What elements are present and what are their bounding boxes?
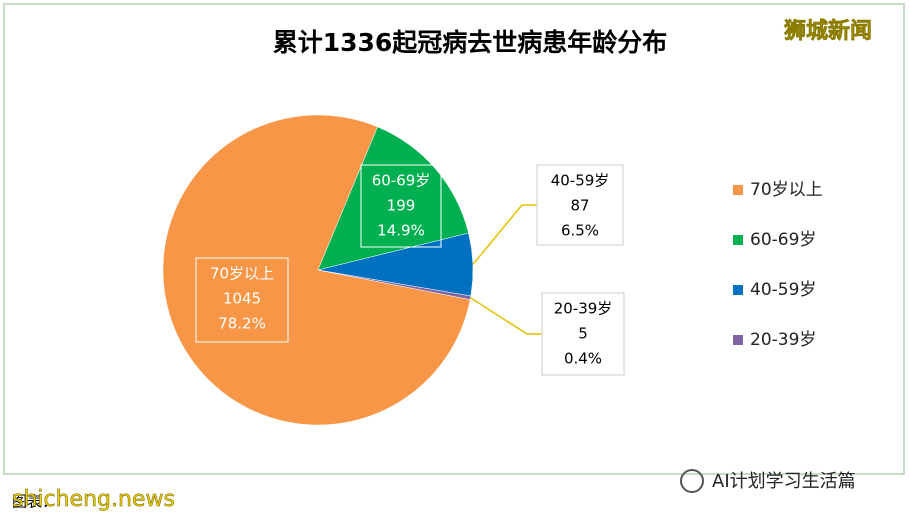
wechat-icon: [680, 469, 704, 493]
data-label: 0.4%: [564, 350, 602, 368]
legend-swatch: [733, 285, 743, 295]
data-label: 1045: [223, 290, 261, 308]
legend-label: 20-39岁: [750, 330, 816, 350]
leader-line: [472, 204, 537, 265]
leader-line: [470, 297, 542, 335]
legend-swatch: [733, 335, 743, 345]
data-label: 5: [578, 325, 588, 343]
legend-swatch: [733, 185, 743, 195]
data-label: 60-69岁: [372, 172, 431, 190]
data-label: 20-39岁: [554, 300, 613, 318]
data-label: 14.9%: [377, 222, 425, 240]
data-label: 87: [570, 197, 589, 215]
data-label: 40-59岁: [551, 172, 610, 190]
legend-swatch: [733, 235, 743, 245]
data-label: 6.5%: [561, 222, 599, 240]
pie-slice: [317, 126, 469, 271]
label-box: [360, 164, 442, 248]
data-label: 78.2%: [218, 315, 266, 333]
watermark: AI计划学习生活篇: [712, 471, 856, 492]
watermark: 狮城新闻: [784, 18, 872, 44]
pie-slice: [162, 114, 471, 426]
label-box: [536, 164, 624, 246]
legend-label: 70岁以上: [750, 180, 823, 200]
source-note: 图表：: [12, 493, 57, 511]
chart-title: 累计1336起冠病去世病患年龄分布: [273, 28, 668, 57]
legend-label: 40-59岁: [750, 280, 816, 300]
data-label: 70岁以上: [210, 265, 274, 283]
label-box: [195, 257, 289, 343]
legend-label: 60-69岁: [750, 230, 816, 250]
data-label: 199: [387, 197, 416, 215]
watermark: shicheng.news: [12, 487, 175, 512]
label-box: [541, 292, 625, 376]
